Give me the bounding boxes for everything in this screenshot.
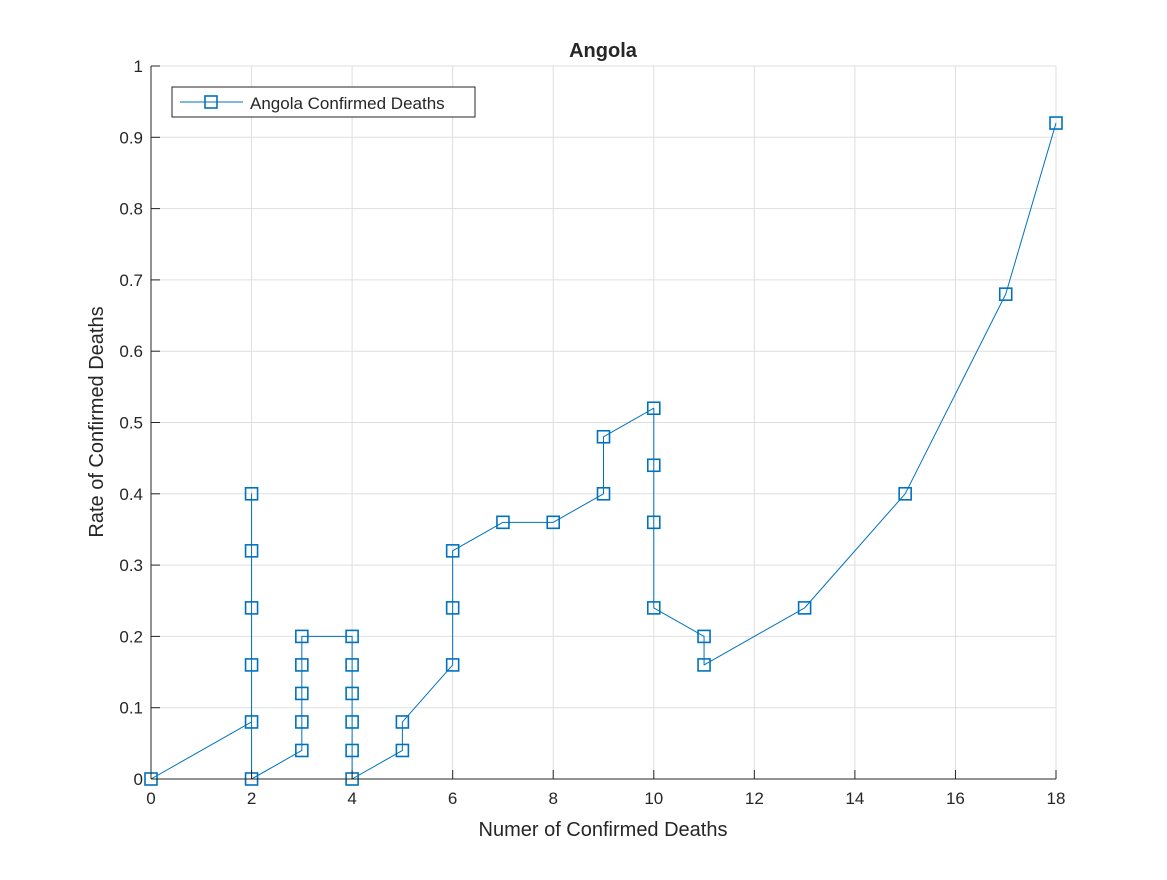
x-axis-label: Numer of Confirmed Deaths [479, 819, 728, 841]
data-point-marker [898, 486, 912, 501]
data-point-marker [596, 429, 611, 444]
y-tick-label: 0.7 [119, 271, 143, 290]
y-tick-label: 0.6 [119, 342, 143, 361]
y-tick-label: 1 [134, 57, 143, 76]
data-point-marker [697, 658, 711, 672]
x-tick-label: 16 [946, 789, 965, 808]
data-point-marker [596, 486, 611, 501]
data-point-marker [244, 715, 259, 729]
legend-label: Angola Confirmed Deaths [250, 94, 445, 113]
y-axis-label: Rate of Confirmed Deaths [86, 306, 108, 537]
data-point-marker [244, 544, 259, 558]
y-tick-label: 0.8 [119, 200, 143, 219]
data-point-marker [998, 287, 1013, 301]
y-tick-label: 0.1 [119, 699, 143, 718]
x-tick-label: 8 [548, 789, 557, 808]
tick-labels: 0 2 4 6 8 10 12 14 16 18 0 0.1 0.2 0.3 0.4 0.5 0.6 0.7 0.8… [119, 57, 1065, 808]
data-point-marker [646, 601, 661, 615]
x-tick-label: 18 [1047, 789, 1066, 808]
data-point-marker [244, 486, 259, 501]
data-point-marker [295, 629, 309, 644]
grid-lines [150, 65, 1057, 780]
data-point-marker [395, 715, 410, 729]
y-tick-label: 0.3 [119, 556, 143, 575]
data-point-marker [646, 458, 661, 473]
data-point-marker [445, 544, 460, 558]
data-point-marker [244, 601, 259, 615]
data-point-marker [345, 715, 359, 729]
x-tick-label: 2 [247, 789, 256, 808]
chart-title: Angola [569, 40, 638, 62]
data-point-marker [395, 743, 410, 758]
data-point-marker [797, 601, 812, 615]
data-point-marker [345, 686, 359, 701]
data-point-marker [646, 515, 661, 530]
data-point-marker [697, 629, 711, 644]
x-tick-label: 10 [644, 789, 663, 808]
y-tick-label: 0.9 [119, 128, 143, 147]
data-point-marker [345, 658, 359, 672]
data-point-marker [295, 686, 309, 701]
axes [150, 65, 1057, 780]
data-point-marker [295, 715, 309, 729]
data-point-marker [295, 658, 309, 672]
y-tick-label: 0.4 [119, 485, 143, 504]
x-tick-label: 6 [448, 789, 457, 808]
data-point-marker [295, 743, 309, 758]
x-tick-label: 12 [745, 789, 764, 808]
x-tick-label: 4 [347, 789, 356, 808]
legend: Angola Confirmed Deaths [171, 86, 476, 118]
y-tick-label: 0 [134, 770, 143, 789]
data-point-marker [244, 658, 259, 672]
data-point-marker [445, 658, 460, 672]
data-point-marker [445, 601, 460, 615]
x-tick-label: 14 [845, 789, 864, 808]
data-point-marker [1049, 116, 1063, 130]
legend-marker-sample [204, 95, 218, 109]
data-point-marker [345, 743, 359, 758]
y-tick-label: 0.2 [119, 627, 143, 646]
data-point-marker [496, 515, 510, 530]
x-tick-label: 0 [146, 789, 155, 808]
y-tick-label: 0.5 [119, 414, 143, 433]
data-point-marker [646, 401, 661, 416]
data-point-marker [546, 515, 561, 530]
data-point-marker [345, 629, 359, 644]
